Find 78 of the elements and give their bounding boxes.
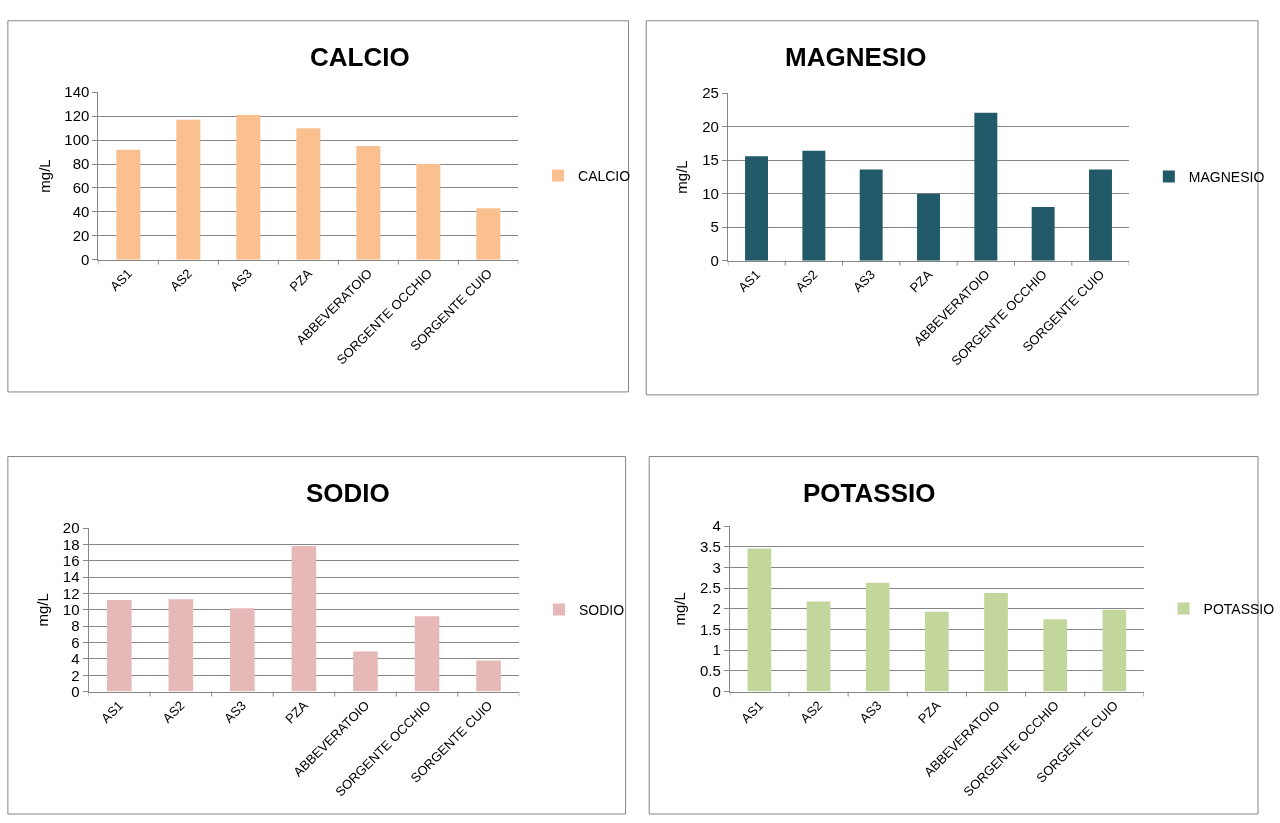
y-tick-label: 80 bbox=[72, 155, 90, 173]
y-tick-label: 60 bbox=[72, 179, 90, 197]
chart-title: SODIO bbox=[306, 478, 390, 508]
y-tick-label: 10 bbox=[62, 601, 80, 619]
y-tick-label: 4 bbox=[712, 517, 721, 535]
chart-title: MAGNESIO bbox=[785, 42, 927, 72]
y-tick-label: 120 bbox=[64, 107, 90, 125]
y-tick-label: 6 bbox=[71, 633, 80, 651]
x-tick-label: AS1 bbox=[107, 265, 136, 294]
bar bbox=[1031, 207, 1055, 261]
x-tick-label: AS1 bbox=[735, 266, 764, 295]
y-tick-label: 10 bbox=[702, 184, 719, 202]
bar bbox=[230, 608, 255, 692]
y-tick-label: 40 bbox=[72, 203, 90, 221]
bar bbox=[476, 660, 501, 692]
bar bbox=[356, 146, 381, 260]
bar bbox=[168, 599, 194, 692]
x-tick-label: AS1 bbox=[738, 697, 767, 726]
chart-title: CALCIO bbox=[310, 42, 410, 72]
x-tick-label: AS1 bbox=[98, 697, 127, 726]
bar bbox=[806, 601, 831, 692]
bar bbox=[106, 600, 132, 692]
y-axis-title: mg/L bbox=[671, 592, 689, 626]
y-tick-label: 2 bbox=[712, 600, 721, 618]
y-tick-label: 3.5 bbox=[699, 538, 721, 556]
y-tick-label: 18 bbox=[62, 535, 80, 553]
y-tick-label: 1.5 bbox=[699, 620, 721, 638]
y-tick-label: 1 bbox=[712, 641, 721, 659]
bar bbox=[353, 651, 378, 692]
y-tick-label: 20 bbox=[702, 117, 719, 135]
y-tick-label: 16 bbox=[62, 552, 80, 570]
y-tick-label: 3 bbox=[712, 558, 721, 576]
bar bbox=[802, 150, 826, 261]
y-tick-label: 0 bbox=[81, 250, 90, 268]
y-tick-label: 140 bbox=[64, 83, 90, 101]
bar bbox=[925, 611, 949, 692]
bar bbox=[917, 193, 940, 261]
legend-label: MAGNESIO bbox=[1188, 169, 1265, 186]
bar bbox=[1043, 619, 1068, 692]
y-tick-label: 20 bbox=[72, 227, 90, 245]
bar bbox=[974, 112, 998, 261]
y-tick-label: 4 bbox=[71, 650, 80, 668]
chart-title: POTASSIO bbox=[803, 478, 936, 508]
bar bbox=[414, 616, 440, 692]
bar bbox=[1089, 169, 1112, 261]
y-tick-label: 12 bbox=[62, 584, 80, 602]
bar bbox=[296, 128, 321, 260]
bar bbox=[176, 119, 201, 260]
y-tick-label: 2.5 bbox=[699, 579, 721, 597]
bar bbox=[236, 114, 261, 260]
bar bbox=[291, 546, 317, 692]
bar bbox=[859, 169, 883, 261]
y-tick-label: 2 bbox=[71, 666, 80, 684]
legend-label: SODIO bbox=[579, 601, 625, 618]
y-tick-label: 8 bbox=[71, 617, 80, 635]
y-tick-label: 15 bbox=[702, 151, 719, 169]
bar bbox=[747, 548, 772, 692]
y-tick-label: 0 bbox=[71, 682, 80, 700]
legend-label: POTASSIO bbox=[1203, 600, 1275, 617]
y-tick-label: 0.5 bbox=[699, 662, 721, 680]
y-tick-label: 20 bbox=[62, 519, 80, 537]
y-tick-label: 5 bbox=[710, 218, 719, 236]
bar bbox=[1102, 609, 1127, 692]
y-tick-label: 100 bbox=[64, 131, 90, 149]
y-tick-label: 0 bbox=[710, 251, 719, 269]
bar bbox=[416, 164, 441, 260]
bar bbox=[984, 593, 1008, 692]
bar bbox=[865, 582, 890, 692]
bar bbox=[116, 149, 141, 260]
legend-label: CALCIO bbox=[578, 168, 631, 185]
y-axis-title: mg/L bbox=[673, 160, 691, 194]
y-tick-label: 14 bbox=[62, 568, 80, 586]
y-axis-title: mg/L bbox=[35, 159, 53, 193]
bar bbox=[476, 208, 501, 260]
y-tick-label: 25 bbox=[702, 84, 719, 102]
y-axis-title: mg/L bbox=[34, 593, 52, 627]
y-tick-label: 0 bbox=[712, 682, 721, 700]
bar bbox=[745, 156, 768, 261]
